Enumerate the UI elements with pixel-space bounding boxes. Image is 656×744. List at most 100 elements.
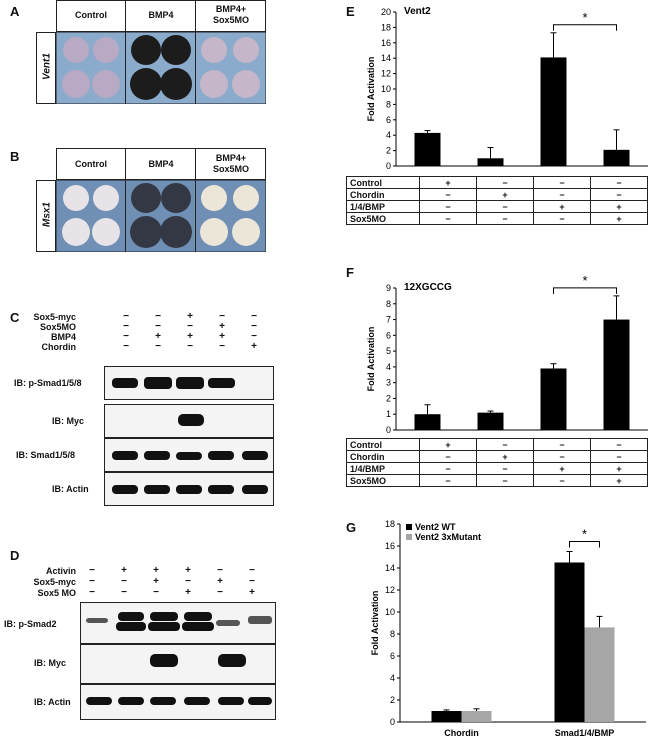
panel-a-col-bmp4: BMP4 [148,10,174,20]
band [184,697,210,705]
y-tick-label: 0 [386,161,391,171]
band [218,654,246,667]
panel-e-cell: + [533,200,591,213]
y-tick-label: 7 [386,315,391,325]
bar [603,319,630,430]
band [208,378,235,388]
blot-d-label-0: IB: p-Smad2 [4,619,57,629]
y-tick-label: 8 [386,299,391,309]
panel-d-condition-sign: + [121,565,127,576]
y-tick-label: 6 [390,651,395,661]
panel-e-cell: − [590,188,648,201]
panel-f-row-label: 1/4/BMP [346,462,420,475]
chart-f: 0 1 2 3 4 5 6 7 8 9 Fold Activation 12XGCCG * [366,273,648,435]
blot-c-label-0: IB: p-Smad1/5/8 [14,378,82,388]
panel-d-condition-sign: − [89,576,95,587]
panel-e-row-label: 1/4/BMP [346,200,420,213]
band [86,697,112,705]
panel-f-cell: − [590,450,648,463]
panel-f-cell: + [590,462,648,475]
panel-e-row-label: Chordin [346,188,420,201]
band [208,485,234,494]
significance-marker: * [582,527,587,542]
panel-c-condition-sign: − [187,321,193,332]
band [150,697,176,705]
panel-b-header-div2 [195,148,196,180]
band [150,654,178,667]
band [176,377,204,389]
panel-e-cell: + [590,200,648,213]
panel-d-condition-sign: − [89,565,95,576]
panel-label-g: G [346,520,357,535]
legend-label: Vent2 WT [415,522,456,532]
panel-d-condition-sign: − [121,587,127,598]
panel-label-f: F [346,265,354,280]
panel-d-condition-sign: − [249,576,255,587]
panel-label-d: D [10,548,20,563]
band [176,452,202,460]
panel-e-cell: − [533,188,591,201]
panel-e-cell: + [419,176,477,189]
panel-e-cell: − [476,200,534,213]
panel-label-c: C [10,310,20,325]
panel-c-condition-sign: + [155,331,161,342]
blot-d-label-2: IB: Actin [34,697,71,707]
bar [554,562,585,722]
panel-c-condition-sign: − [219,311,225,322]
bar [540,57,567,166]
panel-e-cell: − [476,212,534,225]
panel-d-condition-sign: + [185,587,191,598]
y-tick-label: 14 [385,563,395,573]
panel-c-condition-sign: − [155,341,161,352]
panel-f-cell: − [476,438,534,451]
y-tick-label: 4 [386,130,391,140]
band [184,612,212,621]
band [144,485,170,494]
band [178,414,204,426]
panel-c-condition-sign: − [251,311,257,322]
panel-a-header-box [56,0,266,32]
panel-label-e: E [346,4,355,19]
significance-marker: * [582,10,587,25]
panel-c-condition-sign: − [123,321,129,332]
panel-e-cell: + [590,212,648,225]
panel-c-condition-sign: + [219,321,225,332]
x-tick-label: Chordin [444,728,479,738]
panel-c-condition-sign: − [155,321,161,332]
panel-c-condition-sign: + [251,341,257,352]
panel-e-cell: − [590,176,648,189]
panel-f-cell: − [590,438,648,451]
chart-title: Vent2 [404,6,431,17]
y-tick-label: 1 [386,409,391,419]
band [218,697,244,705]
panel-a-header-div2 [195,0,196,32]
panel-f-cell: + [419,438,477,451]
chart-title: 12XGCCG [404,282,452,293]
y-tick-label: 12 [381,69,391,79]
band [116,622,146,631]
y-tick-label: 6 [386,115,391,125]
panel-e-cell: − [419,200,477,213]
panel-e-cell: − [533,176,591,189]
panel-d-condition-sign: − [217,565,223,576]
y-tick-label: 2 [386,146,391,156]
panel-f-cell: + [476,450,534,463]
panel-f-cell: − [419,462,477,475]
panel-c-condition-sign: − [123,341,129,352]
significance-bracket [569,541,600,548]
panel-c-condition-sign: + [219,331,225,342]
y-tick-label: 16 [385,541,395,551]
significance-marker: * [582,273,587,288]
bar [603,149,630,166]
panel-f-cell: − [533,474,591,487]
y-axis-label: Fold Activation [366,57,376,122]
band [112,378,138,388]
chart-g: 0 2 4 6 8 10 12 14 16 18 Fold Activation Chordin Sma… [370,519,646,738]
y-tick-label: 18 [381,22,391,32]
y-axis-label: Fold Activation [370,591,380,656]
significance-bracket [553,287,617,294]
y-tick-label: 6 [386,330,391,340]
panel-f-row-label: Control [346,438,420,451]
panel-f-cell: − [419,474,477,487]
panel-c-bands [112,377,268,494]
